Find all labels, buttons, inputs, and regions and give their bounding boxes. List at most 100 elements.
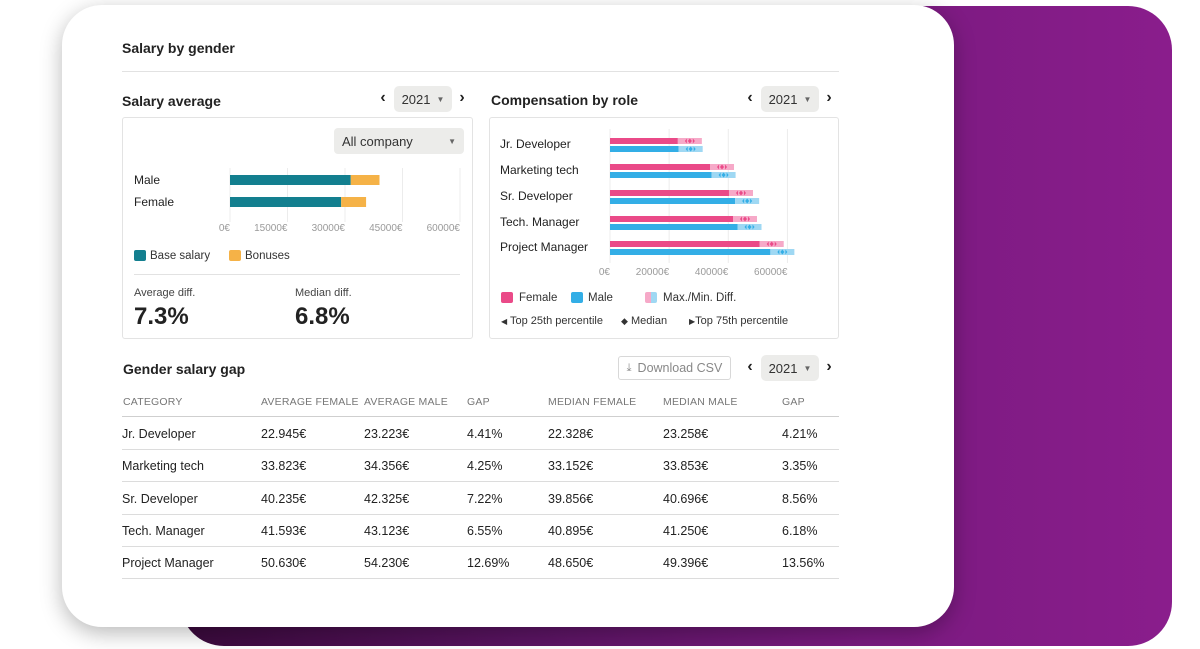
prev-year-icon[interactable]: ‹	[747, 358, 753, 375]
base-salary-legend-swatch	[134, 250, 146, 261]
x-tick-label: 60000€	[754, 267, 788, 278]
female-bar	[610, 164, 711, 170]
compensation-title: Compensation by role	[491, 92, 639, 108]
p25-marker	[742, 198, 745, 204]
base-salary-bar	[230, 175, 351, 185]
gender-gap-title: Gender salary gap	[123, 361, 246, 377]
median-marker	[742, 216, 747, 222]
value-cell: 22.945€	[261, 427, 307, 441]
salary-average-panel	[122, 117, 473, 339]
table-row: Sr. Developer 40.235€ 42.325€ 7.22% 39.856€ 4…	[122, 482, 839, 515]
x-tick-label: 60000€	[427, 223, 461, 234]
value-cell: 6.18%	[782, 524, 818, 538]
year-value: 2021	[401, 91, 431, 107]
category-cell: Project Manager	[122, 556, 214, 570]
median-marker	[780, 249, 785, 255]
table-header-divider	[122, 416, 839, 417]
value-cell: 33.853€	[663, 459, 709, 473]
female-legend-swatch	[501, 292, 513, 303]
median-legend: ◆ Median	[621, 315, 667, 327]
p25-marker	[777, 249, 780, 255]
p75-marker	[785, 249, 788, 255]
role-label: Marketing tech	[500, 163, 579, 177]
p75-marker	[750, 198, 753, 204]
prev-year-icon[interactable]: ‹	[747, 89, 753, 106]
category-cell: Jr. Developer	[122, 427, 196, 441]
bonus-bar	[350, 175, 380, 185]
p75-marker	[743, 190, 746, 196]
median-marker	[745, 198, 750, 204]
p25-marker	[744, 224, 747, 230]
p75-marker	[726, 172, 729, 178]
diamond-icon: ◆	[621, 316, 628, 326]
x-tick-label: 0€	[219, 223, 231, 234]
category-cell: Sr. Developer	[122, 492, 198, 506]
bonuses-legend-swatch	[229, 250, 241, 261]
value-cell: 39.856€	[548, 492, 594, 506]
male-bar	[610, 146, 679, 152]
next-year-icon[interactable]: ›	[459, 89, 465, 106]
chevron-down-icon: ▼	[448, 136, 456, 146]
value-cell: 12.69%	[467, 556, 510, 570]
value-cell: 22.328€	[548, 427, 594, 441]
median-legend-label: Median	[630, 315, 668, 327]
p25-marker	[739, 216, 742, 222]
value-cell: 4.21%	[782, 427, 818, 441]
value-cell: 7.22%	[467, 492, 503, 506]
table-row: Jr. Developer 22.945€ 23.223€ 4.41% 22.328€ 2…	[122, 417, 839, 450]
female-legend-label: Female	[519, 292, 558, 304]
percentile-25-legend: ◀ Top 25th percentile	[501, 315, 603, 327]
category-cell: Marketing tech	[122, 459, 204, 473]
value-cell: 41.250€	[663, 524, 709, 538]
chevron-down-icon: ▼	[803, 94, 812, 104]
p25-marker	[735, 190, 738, 196]
download-csv-button[interactable]: ⤓ Download CSV	[618, 356, 731, 380]
column-header: GAP	[782, 396, 805, 408]
right-triangle-icon: ▶	[689, 317, 696, 326]
maxmin-legend-label: Max./Min. Diff.	[663, 292, 737, 304]
p25-marker	[717, 164, 720, 170]
median-marker	[738, 190, 743, 196]
table-row: Tech. Manager 41.593€ 43.123€ 6.55% 40.895€ 4…	[122, 514, 839, 547]
value-cell: 50.630€	[261, 556, 307, 570]
next-year-icon[interactable]: ›	[826, 358, 832, 375]
salary-average-title: Salary average	[122, 93, 221, 109]
company-scope-select[interactable]: All company ▼	[334, 128, 464, 154]
value-cell: 40.235€	[261, 492, 307, 506]
median-diff-value: 6.8%	[295, 303, 350, 330]
value-cell: 42.325€	[364, 492, 410, 506]
download-csv-label: Download CSV	[637, 361, 723, 375]
value-cell: 4.41%	[467, 427, 503, 441]
p25-marker	[766, 241, 769, 247]
base-salary-bar	[230, 197, 342, 207]
value-cell: 8.56%	[782, 492, 818, 506]
download-icon: ⤓	[626, 361, 632, 374]
next-year-icon[interactable]: ›	[826, 89, 832, 106]
salary-average-year-select[interactable]: 2021 ▼	[394, 86, 452, 112]
percentile-75-label: Top 75th percentile	[695, 315, 789, 327]
female-bar	[610, 241, 760, 247]
column-header: GAP	[467, 396, 490, 408]
x-tick-label: 40000€	[695, 267, 729, 278]
page-title: Salary by gender	[122, 40, 235, 56]
median-marker	[687, 138, 692, 144]
average-diff-value: 7.3%	[134, 303, 189, 330]
p75-marker	[774, 241, 777, 247]
value-cell: 23.223€	[364, 427, 410, 441]
compensation-chart: 0€ 20000€ 40000€ 60000€ Jr. Developer Marketi…	[500, 129, 795, 278]
maxmin-legend-swatch	[645, 292, 657, 303]
role-label: Jr. Developer	[500, 137, 571, 151]
value-cell: 41.593€	[261, 524, 307, 538]
prev-year-icon[interactable]: ‹	[380, 89, 386, 106]
male-bar	[610, 224, 738, 230]
chevron-down-icon: ▼	[803, 363, 812, 373]
x-tick-label: 15000€	[254, 223, 288, 234]
base-salary-legend-label: Base salary	[150, 250, 211, 262]
gap-year-select[interactable]: 2021 ▼	[761, 355, 819, 381]
value-cell: 49.396€	[663, 556, 709, 570]
category-cell: Tech. Manager	[122, 524, 205, 538]
value-cell: 48.650€	[548, 556, 594, 570]
compensation-year-select[interactable]: 2021 ▼	[761, 86, 819, 112]
stats-divider	[134, 274, 460, 275]
column-header: AVERAGE FEMALE	[261, 396, 359, 408]
